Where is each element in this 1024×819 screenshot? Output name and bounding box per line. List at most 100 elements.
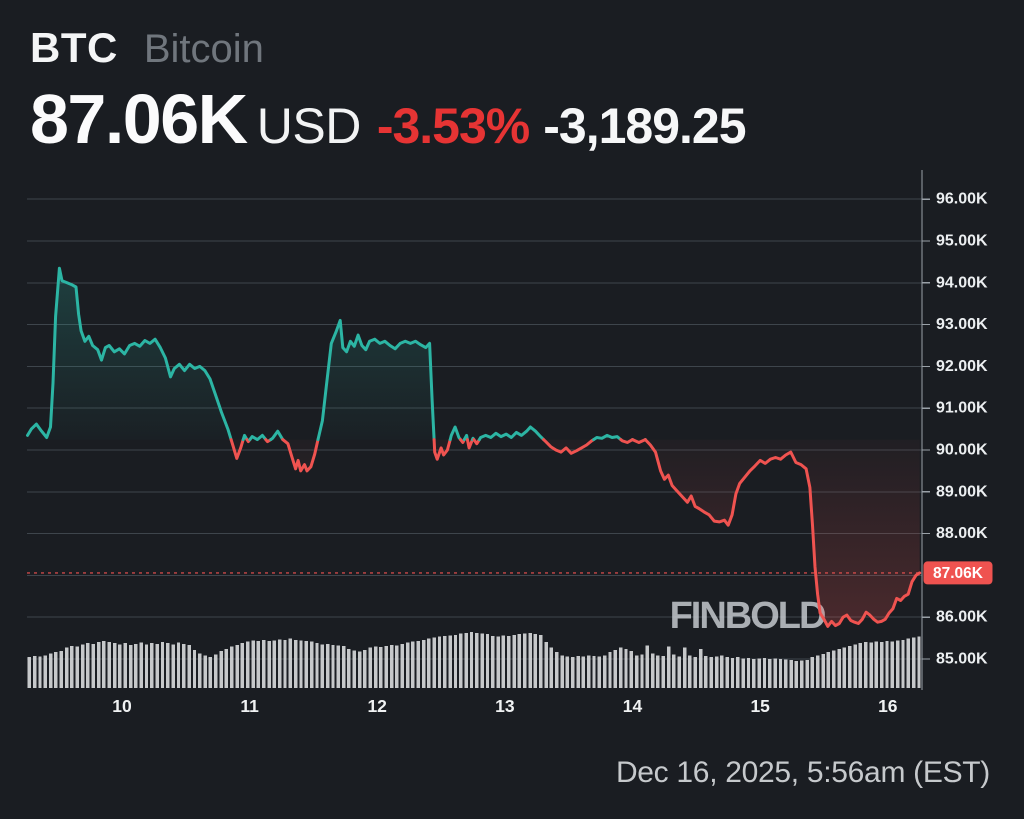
volume-bar	[613, 649, 618, 688]
volume-bar	[874, 641, 879, 688]
volume-bar	[746, 657, 751, 688]
volume-bar	[480, 633, 484, 688]
current-price-badge: 87.06K	[923, 561, 993, 585]
volume-bar	[416, 640, 420, 688]
y-axis-label: 90.00K	[936, 442, 988, 459]
volume-bar	[736, 657, 740, 688]
volume-bar	[182, 643, 186, 688]
volume-bar	[400, 643, 404, 688]
price-line-down-segment	[432, 438, 452, 461]
volume-bar	[27, 657, 32, 688]
volume-bar	[826, 652, 831, 688]
volume-bar	[304, 640, 309, 688]
price-row: 87.06K USD -3.53% -3,189.25	[30, 80, 747, 158]
volume-bar	[48, 653, 53, 688]
price-line-down-segment	[631, 438, 647, 444]
volume-bar	[688, 655, 692, 688]
area-fills	[27, 268, 920, 627]
volume-bar	[38, 656, 42, 688]
price-line-down-segment	[229, 438, 245, 460]
x-axis-label: 13	[495, 696, 515, 716]
volume-bar	[123, 643, 127, 688]
volume-bar	[496, 636, 500, 688]
volume-bar	[544, 642, 548, 688]
volume-bar	[517, 634, 522, 688]
volume-bar	[288, 638, 293, 688]
volume-bar	[752, 658, 756, 688]
price-line	[26, 266, 922, 628]
price-chart[interactable]: 96.00K 95.00K 94.00K 93.00K 92.00K 91.00K 90.0…	[0, 170, 1024, 814]
volume-bar	[437, 636, 442, 688]
volume-bar	[464, 633, 468, 688]
volume-bar	[789, 660, 793, 688]
price-line-up-segment	[448, 425, 462, 442]
volume-bar	[32, 656, 37, 688]
y-axis-label: 89.00K	[936, 483, 988, 500]
volume-bar	[277, 639, 282, 688]
volume-bar	[432, 637, 436, 688]
currency-label: USD	[256, 98, 362, 154]
area-up	[318, 320, 435, 440]
volume-bar	[528, 633, 532, 688]
volume-bar	[491, 635, 495, 688]
volume-bar	[842, 647, 847, 688]
volume-bar	[570, 657, 575, 688]
volume-bar	[837, 648, 841, 688]
y-axis-label: 95.00K	[936, 233, 988, 250]
x-axis-label: 15	[750, 696, 770, 716]
volume-bar	[309, 641, 314, 688]
volume-bar	[677, 656, 681, 688]
volume-bar	[75, 646, 79, 688]
volume-bar	[139, 642, 143, 688]
volume-bar	[155, 643, 159, 688]
volume-bar	[869, 642, 873, 688]
volume-bar	[725, 657, 729, 688]
volume-bar	[597, 656, 602, 688]
volume-bar	[379, 647, 383, 688]
volume-bar	[325, 643, 330, 688]
price-line-up-segment	[316, 318, 436, 442]
volume-bar	[661, 656, 665, 688]
volume-bar	[395, 645, 399, 688]
current-price-badge-label: 87.06K	[933, 565, 984, 582]
volume-bar	[251, 640, 255, 688]
area-up	[479, 427, 544, 440]
volume-bar	[693, 657, 697, 688]
volume-bar	[411, 641, 415, 688]
volume-bar	[586, 655, 591, 688]
timestamp: Dec 16, 2025, 5:56am (EST)	[615, 756, 990, 789]
current-price-value: 87.06K	[30, 80, 248, 158]
x-axis-label: 16	[878, 696, 898, 716]
volume-bar	[507, 635, 511, 688]
area-down	[282, 439, 318, 471]
volume-bar	[714, 656, 719, 688]
volume-bar	[102, 640, 106, 688]
change-percent: -3.53%	[376, 98, 530, 154]
y-axis-label: 94.00K	[936, 274, 988, 291]
volume-bar	[352, 650, 356, 688]
price-line-up-segment	[241, 433, 249, 442]
volume-bar	[224, 648, 229, 688]
price-line-down-segment	[542, 438, 596, 455]
volume-bar	[347, 648, 351, 688]
volume-bar	[208, 657, 213, 688]
volume-bar	[240, 643, 245, 688]
volume-bar	[682, 647, 687, 688]
volume-bar	[901, 639, 905, 688]
volume-bar	[363, 649, 367, 688]
price-line-down-segment	[281, 438, 320, 473]
volume-bar	[592, 656, 596, 688]
volume-bar	[666, 646, 671, 688]
volume-bar	[784, 659, 788, 688]
volume-bar	[864, 642, 868, 688]
price-line-down-segment	[643, 438, 922, 628]
volume-bar	[160, 642, 165, 688]
volume-bar	[640, 654, 644, 688]
y-tick-labels: 96.00K 95.00K 94.00K 93.00K 92.00K 91.00K 90.0…	[936, 191, 988, 668]
volume-bar	[459, 633, 463, 688]
volume-bar	[219, 651, 223, 688]
volume-bar	[384, 646, 388, 688]
volume-bar	[118, 644, 122, 688]
chart-surface[interactable]	[27, 170, 922, 688]
volume-bar	[262, 639, 266, 688]
